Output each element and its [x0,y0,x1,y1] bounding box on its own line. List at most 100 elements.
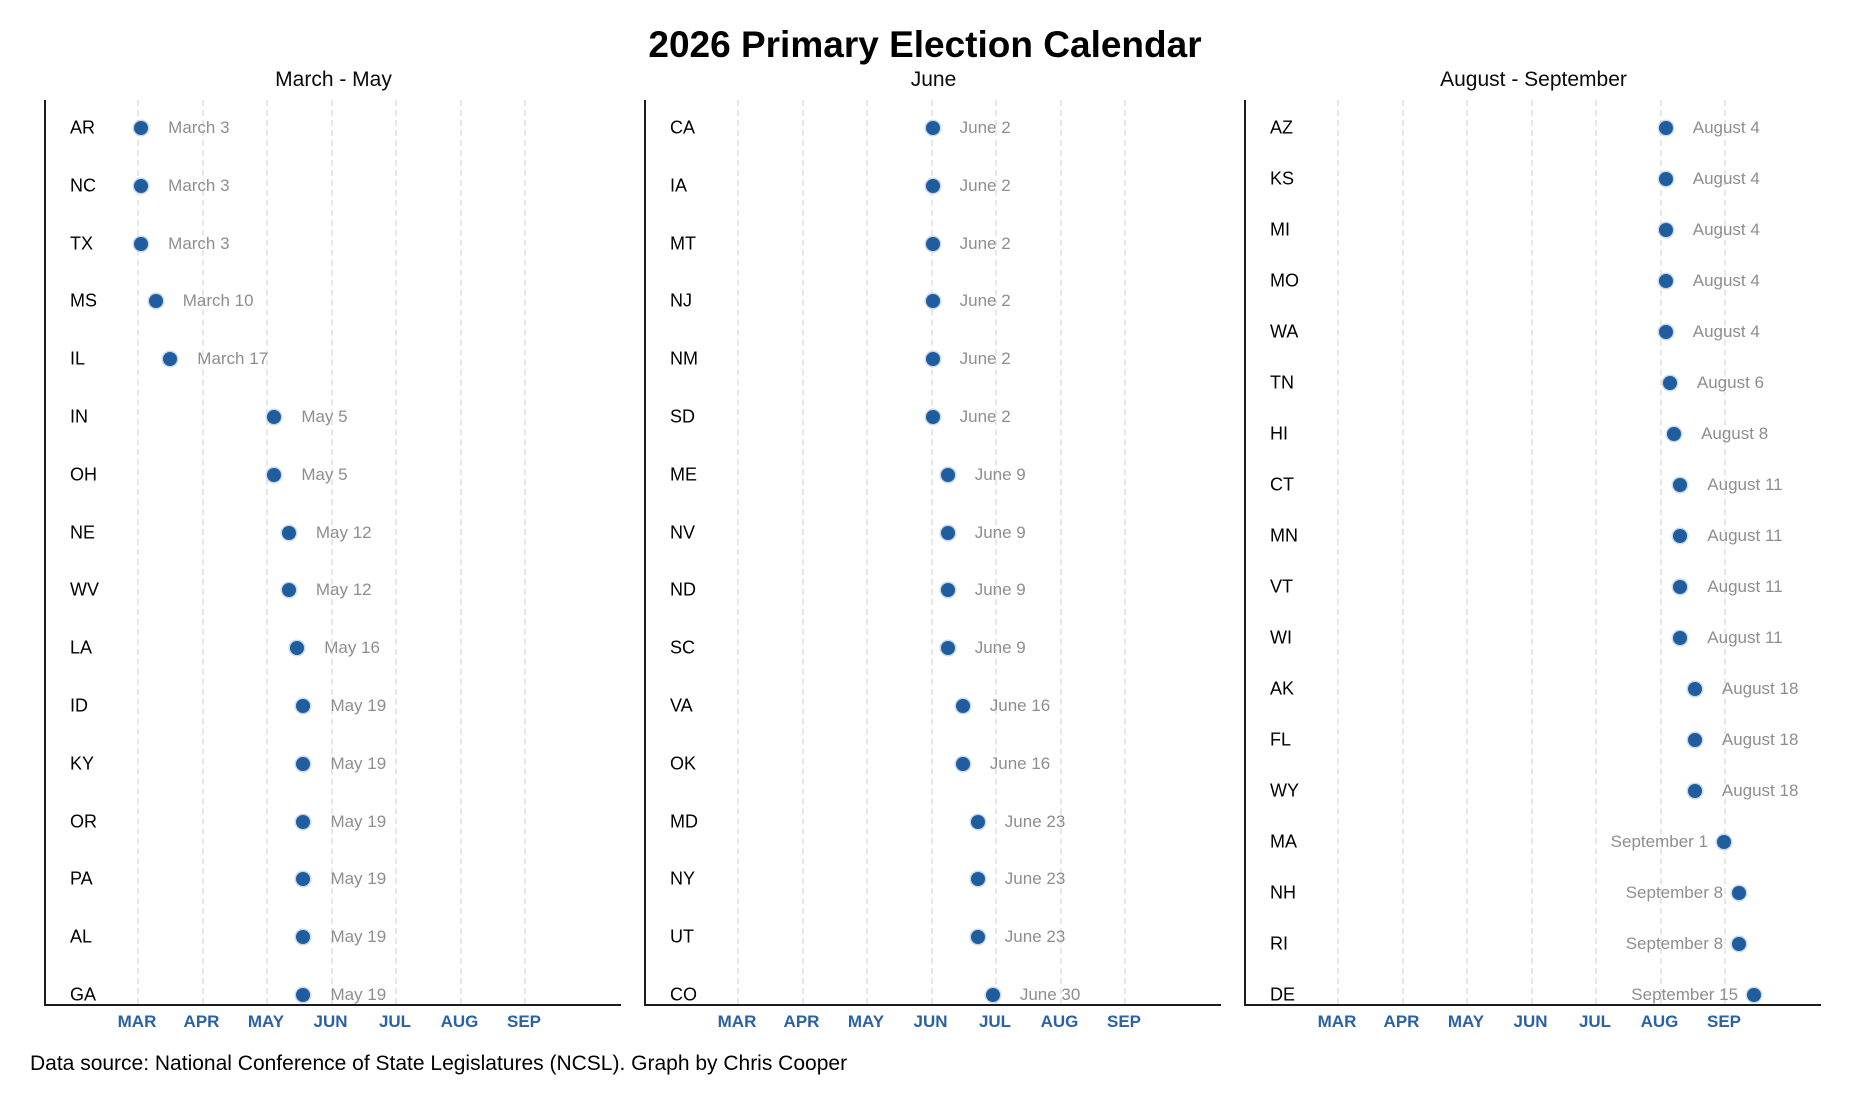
state-label: WA [1270,321,1299,342]
primary-date-dot [1732,886,1747,900]
month-gridline [737,100,739,1004]
date-label: August 11 [1707,628,1783,647]
primary-date-dot [985,988,1000,1002]
date-label: June 2 [959,175,1011,195]
date-label: September 8 [1625,934,1724,953]
state-label: CA [670,117,696,138]
caption: Data source: National Conference of Stat… [30,1052,848,1075]
panel-title: June [910,68,957,91]
primary-date-dot [1658,172,1673,186]
x-tick-label: MAY [847,1012,885,1031]
state-label: MT [670,233,696,254]
month-gridline [524,100,526,1004]
primary-date-dot [296,988,311,1002]
primary-date-dot [134,178,149,193]
month-gridline [1530,100,1533,1004]
panel-title: August - September [1440,68,1627,91]
x-tick-label: SEP [1706,1012,1742,1031]
primary-date-dot [281,525,296,540]
primary-date-dot [1662,376,1677,390]
date-label: June 23 [1004,927,1066,947]
state-label: KS [1270,168,1295,189]
x-tick-label: JUL [1578,1012,1612,1031]
state-label: RI [1270,933,1288,954]
primary-date-dot [925,236,940,251]
panel-1: March - May MAR APR MAY JUN JUL AUG SEP AR March … [44,68,621,1031]
date-label: August 18 [1721,730,1799,749]
x-tick-label: APR [183,1012,220,1031]
state-label: AK [1270,678,1295,699]
primary-date-dot [970,872,985,887]
panel-title: March - May [275,68,392,91]
date-label: September 8 [1625,883,1724,902]
state-label: HI [1270,423,1288,444]
state-label: ME [670,464,697,485]
primary-date-dot [925,352,940,367]
date-label: August 11 [1707,526,1783,545]
state-label: NY [670,868,696,889]
primary-date-dot [925,178,940,193]
primary-date-dot [1658,274,1673,288]
primary-date-dot [281,583,296,598]
date-label: March 3 [168,118,230,137]
primary-date-dot [925,410,940,424]
x-tick-label: JUL [378,1012,412,1031]
primary-date-dot [1658,121,1673,135]
x-tick-label: MAY [247,1012,285,1031]
state-label: CT [1270,474,1294,495]
month-gridline [266,100,268,1004]
state-label: OK [670,753,697,774]
month-gridline [930,100,933,1004]
x-tick-label: AUG [440,1012,479,1031]
state-label: PA [70,868,93,889]
primary-date-dot [290,641,305,656]
month-gridline [459,100,462,1004]
state-label: CO [670,984,697,1005]
month-gridline [137,100,139,1004]
date-label: August 4 [1692,271,1760,290]
date-label: June 9 [974,580,1026,600]
x-tick-label: AUG [1040,1012,1079,1031]
date-label: June 16 [989,696,1051,715]
date-label: May 12 [315,580,372,600]
primary-date-dot [1687,733,1702,747]
x-axis-line [44,1004,621,1006]
month-gridline [1337,100,1339,1004]
date-label: August 4 [1692,118,1760,137]
date-label: August 11 [1707,577,1783,596]
date-label: May 5 [301,464,348,484]
x-tick-label: APR [783,1012,820,1031]
primary-date-dot [970,814,985,829]
date-label: March 10 [182,291,254,311]
month-gridline [395,100,397,1004]
date-label: September 1 [1610,832,1708,851]
date-label: May 19 [330,753,387,773]
month-gridline [995,100,997,1004]
month-gridline [1724,100,1726,1004]
primary-date-dot [1673,529,1688,543]
state-label: GA [70,984,97,1005]
state-label: NE [70,522,96,543]
primary-date-dot [148,294,163,309]
x-axis-line [644,1004,1221,1006]
date-label: June 9 [974,638,1026,658]
primary-date-dot [1732,937,1747,951]
date-label: June 30 [1019,985,1081,1004]
date-label: August 6 [1696,373,1764,392]
primary-date-dot [925,121,940,135]
state-label: NH [1270,882,1296,903]
state-label: IN [70,406,88,427]
primary-date-dot [134,236,149,251]
primary-date-dot [1673,580,1688,594]
primary-date-dot [1717,835,1731,849]
date-label: June 23 [1004,869,1066,889]
date-label: August 18 [1721,781,1799,800]
date-label: August 18 [1721,679,1799,698]
state-label: FL [1270,729,1292,750]
x-tick-label: MAR [717,1012,757,1031]
primary-date-dot [134,121,149,135]
month-gridline [1124,100,1126,1004]
x-tick-label: MAY [1447,1012,1485,1031]
date-label: May 5 [301,407,348,426]
